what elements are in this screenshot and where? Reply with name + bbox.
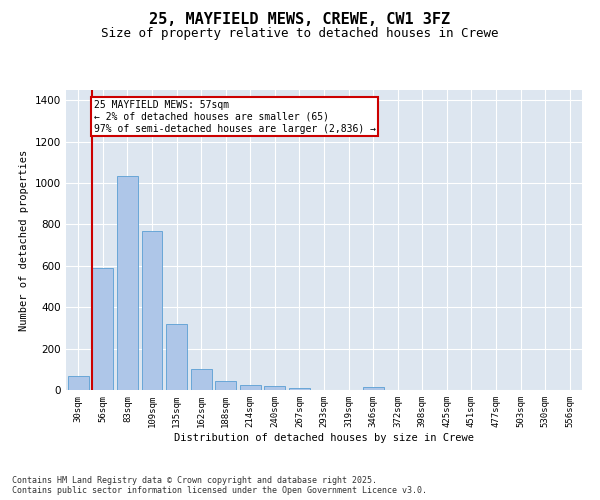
Text: 25 MAYFIELD MEWS: 57sqm
← 2% of detached houses are smaller (65)
97% of semi-det: 25 MAYFIELD MEWS: 57sqm ← 2% of detached… bbox=[94, 100, 376, 134]
Bar bbox=[265, 386, 286, 390]
Bar bbox=[92, 268, 113, 390]
Bar bbox=[117, 176, 138, 390]
Y-axis label: Number of detached properties: Number of detached properties bbox=[19, 150, 29, 330]
Text: Contains HM Land Registry data © Crown copyright and database right 2025.
Contai: Contains HM Land Registry data © Crown c… bbox=[12, 476, 427, 495]
Bar bbox=[289, 388, 310, 390]
Bar bbox=[68, 376, 89, 390]
X-axis label: Distribution of detached houses by size in Crewe: Distribution of detached houses by size … bbox=[174, 432, 474, 442]
Bar bbox=[362, 387, 383, 390]
Bar bbox=[166, 324, 187, 390]
Bar bbox=[215, 380, 236, 390]
Text: Size of property relative to detached houses in Crewe: Size of property relative to detached ho… bbox=[101, 28, 499, 40]
Bar bbox=[240, 385, 261, 390]
Bar bbox=[142, 230, 163, 390]
Text: 25, MAYFIELD MEWS, CREWE, CW1 3FZ: 25, MAYFIELD MEWS, CREWE, CW1 3FZ bbox=[149, 12, 451, 28]
Bar bbox=[191, 370, 212, 390]
